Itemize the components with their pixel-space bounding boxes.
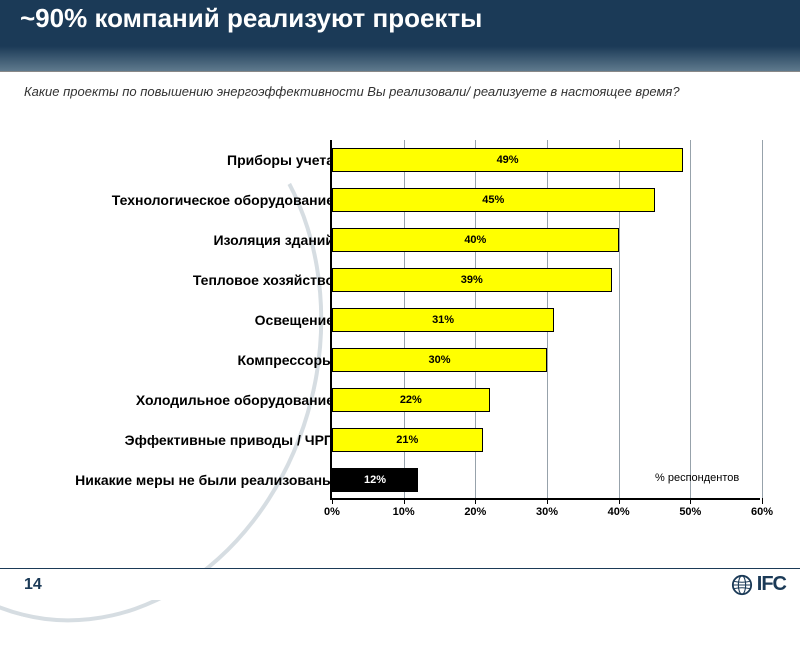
category-label: Компрессоры	[44, 352, 334, 368]
chart-row: Эффективные приводы / ЧРП21%	[30, 420, 770, 460]
value-label: 12%	[332, 468, 418, 492]
x-tick-label: 60%	[751, 506, 773, 518]
x-tick-label: 0%	[324, 506, 340, 518]
category-label: Никакие меры не были реализованы	[44, 472, 334, 488]
chart-row: Приборы учета49%	[30, 140, 770, 180]
x-tick-label: 40%	[608, 506, 630, 518]
x-tick-label: 50%	[679, 506, 701, 518]
category-label: Эффективные приводы / ЧРП	[44, 432, 334, 448]
page-title: ~90% компаний реализуют проекты	[20, 4, 482, 34]
value-label: 39%	[332, 268, 612, 292]
subtitle-question: Какие проекты по повышению энергоэффекти…	[0, 72, 800, 105]
value-label: 49%	[332, 148, 683, 172]
chart-row: Изоляция зданий40%	[30, 220, 770, 260]
x-tick-label: 20%	[464, 506, 486, 518]
value-label: 40%	[332, 228, 619, 252]
value-label: 22%	[332, 388, 490, 412]
value-label: 30%	[332, 348, 547, 372]
chart-row: Технологическое оборудование45%	[30, 180, 770, 220]
globe-icon	[731, 574, 753, 596]
x-tick-label: 10%	[393, 506, 415, 518]
chart-row: Компрессоры30%	[30, 340, 770, 380]
chart-row: Холодильное оборудование22%	[30, 380, 770, 420]
footer: 14 IFC	[0, 568, 800, 600]
category-label: Освещение	[44, 312, 334, 328]
category-label: Приборы учета	[44, 152, 334, 168]
chart-area: 0%10%20%30%40%50%60% Приборы учета49%Тех…	[30, 140, 770, 530]
value-label: 31%	[332, 308, 554, 332]
x-tick-label: 30%	[536, 506, 558, 518]
category-label: Изоляция зданий	[44, 232, 334, 248]
page-number: 14	[24, 576, 42, 594]
ifc-logo-text: IFC	[757, 573, 786, 596]
title-band: ~90% компаний реализуют проекты	[0, 0, 800, 72]
category-label: Тепловое хозяйство	[44, 272, 334, 288]
category-label: Технологическое оборудование	[44, 192, 334, 208]
chart-row: Тепловое хозяйство39%	[30, 260, 770, 300]
value-label: 45%	[332, 188, 655, 212]
value-label: 21%	[332, 428, 483, 452]
ifc-logo: IFC	[731, 573, 786, 596]
category-label: Холодильное оборудование	[44, 392, 334, 408]
chart-row: Освещение31%	[30, 300, 770, 340]
chart-note: % респондентов	[655, 472, 739, 484]
